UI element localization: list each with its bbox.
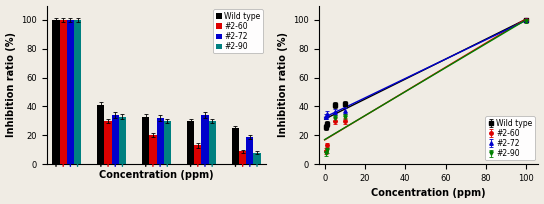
Bar (150, 135, 157, 164)
Bar (194, 145, 201, 164)
Bar (164, 121, 171, 164)
Bar (157, 118, 164, 164)
Legend: Wild type, #2-60, #2-72, #2-90: Wild type, #2-60, #2-72, #2-90 (485, 116, 535, 160)
Bar (232, 128, 239, 164)
Bar (74, 20, 81, 164)
Bar (119, 116, 126, 164)
X-axis label: Concentration (ppm): Concentration (ppm) (99, 170, 214, 180)
Legend: Wild type, #2-60, #2-72, #2-90: Wild type, #2-60, #2-72, #2-90 (213, 9, 263, 53)
Bar (112, 115, 119, 164)
Bar (67, 20, 74, 164)
Bar (52, 20, 60, 164)
Bar (60, 20, 67, 164)
Bar (97, 105, 104, 164)
Y-axis label: Inhibition ratio (%): Inhibition ratio (%) (277, 32, 288, 137)
Bar (104, 121, 112, 164)
X-axis label: Concentration (ppm): Concentration (ppm) (371, 188, 486, 198)
Bar (239, 151, 246, 164)
Bar (254, 153, 261, 164)
Bar (201, 115, 208, 164)
Bar (187, 121, 194, 164)
Bar (142, 116, 150, 164)
Bar (208, 121, 216, 164)
Y-axis label: Inhibition ratio (%): Inhibition ratio (%) (5, 32, 16, 137)
Bar (246, 137, 254, 164)
